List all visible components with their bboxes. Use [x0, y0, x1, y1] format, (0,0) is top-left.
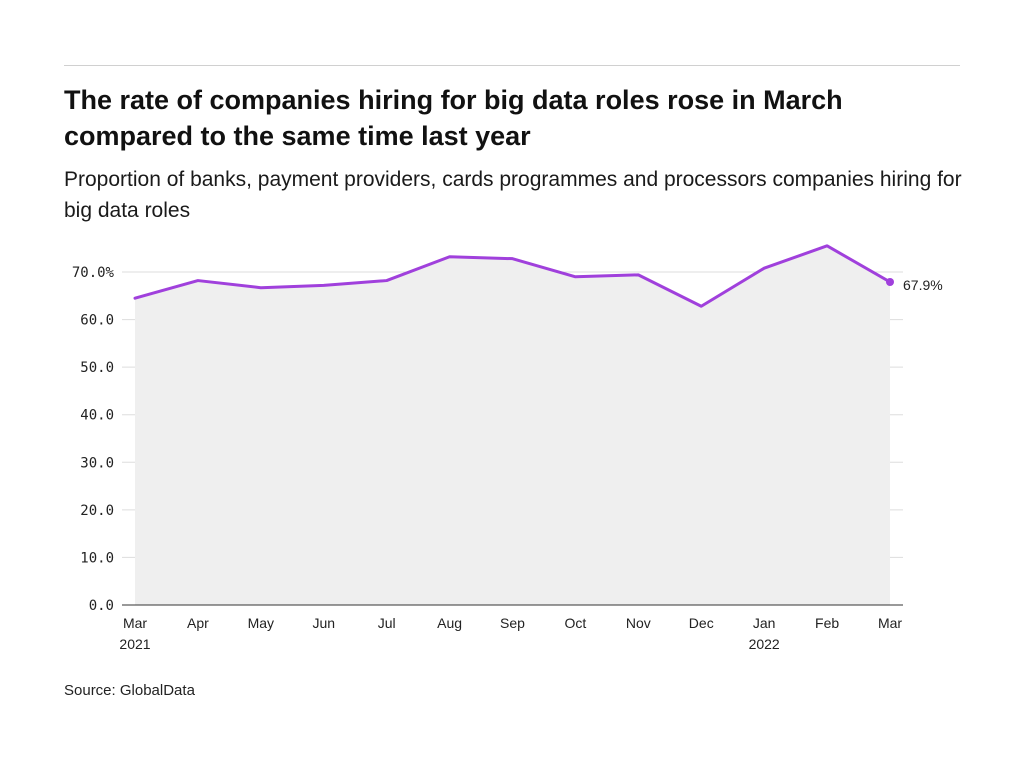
- x-tick-label: Sep: [500, 615, 525, 631]
- y-tick-label: 40.0: [80, 408, 114, 424]
- series-line: [133, 244, 892, 308]
- x-tick-label: 2021: [119, 636, 150, 652]
- chart-subtitle: Proportion of banks, payment providers, …: [64, 168, 962, 222]
- end-value-label: 67.9%: [903, 277, 943, 293]
- x-tick-label: Aug: [437, 615, 462, 631]
- x-tick-label: Jan: [753, 615, 776, 631]
- x-tick-label: Jul: [378, 615, 396, 631]
- y-tick-label: 70.0%: [72, 265, 115, 281]
- top-divider: [64, 65, 960, 66]
- y-tick-label: 20.0: [80, 503, 114, 519]
- y-tick-label: 0.0: [89, 598, 114, 614]
- x-tick-label: Mar: [123, 615, 147, 631]
- x-tick-label: Oct: [565, 615, 587, 631]
- y-tick-label: 30.0: [80, 455, 114, 471]
- series-line-layer: [133, 244, 894, 308]
- x-tick-label: May: [248, 615, 274, 631]
- x-tick-label: Dec: [689, 615, 714, 631]
- tick-labels: 0.0 10.0 20.0 30.0 40.0 50.0 60.0 70.0% 67.9% Mar…: [72, 265, 943, 652]
- x-tick-label: Mar: [878, 615, 902, 631]
- y-tick-label: 10.0: [80, 550, 114, 566]
- x-tick-label: Jun: [312, 615, 335, 631]
- chart-title: The rate of companies hiring for big dat…: [64, 85, 843, 151]
- x-tick-label: Nov: [626, 615, 651, 631]
- area-fill-layer: [135, 245, 890, 606]
- x-tick-label: Feb: [815, 615, 839, 631]
- area-fill: [135, 245, 890, 606]
- x-tick-label: 2022: [749, 636, 780, 652]
- y-tick-label: 60.0: [80, 313, 114, 329]
- y-tick-label: 50.0: [80, 360, 114, 376]
- end-point-marker: [886, 277, 894, 286]
- x-tick-label: Apr: [187, 615, 209, 631]
- source-note: Source: GlobalData: [64, 682, 195, 699]
